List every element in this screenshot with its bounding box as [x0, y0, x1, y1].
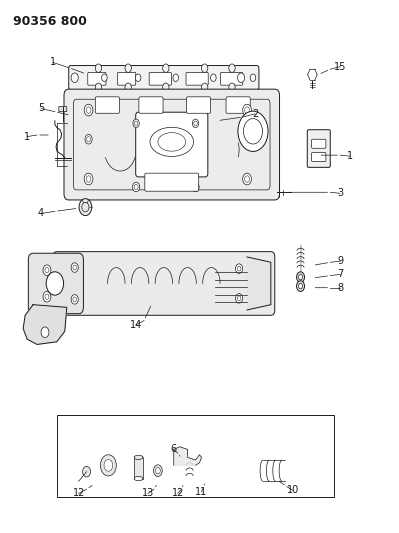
Circle shape	[201, 64, 208, 72]
Circle shape	[84, 104, 93, 116]
FancyBboxPatch shape	[139, 97, 163, 114]
Text: 12: 12	[73, 488, 85, 498]
Circle shape	[101, 455, 116, 476]
Text: 2: 2	[252, 109, 258, 119]
FancyBboxPatch shape	[145, 173, 199, 191]
Circle shape	[238, 111, 268, 151]
Circle shape	[237, 73, 245, 83]
Circle shape	[163, 64, 169, 72]
FancyBboxPatch shape	[64, 89, 280, 200]
Circle shape	[243, 104, 251, 116]
Circle shape	[102, 74, 107, 82]
FancyBboxPatch shape	[53, 252, 275, 316]
FancyBboxPatch shape	[186, 72, 208, 85]
FancyBboxPatch shape	[221, 72, 243, 85]
Text: 8: 8	[337, 282, 343, 293]
FancyBboxPatch shape	[69, 66, 259, 90]
Circle shape	[229, 83, 235, 92]
Circle shape	[250, 74, 256, 82]
FancyBboxPatch shape	[117, 72, 136, 85]
Circle shape	[235, 264, 243, 273]
Circle shape	[229, 64, 235, 72]
Circle shape	[83, 466, 91, 477]
Circle shape	[79, 199, 92, 216]
Circle shape	[71, 263, 78, 272]
Circle shape	[95, 83, 102, 92]
Circle shape	[133, 119, 139, 127]
Text: 7: 7	[337, 270, 343, 279]
Circle shape	[192, 182, 199, 192]
Text: 10: 10	[286, 485, 299, 495]
Text: 15: 15	[334, 62, 346, 71]
Ellipse shape	[134, 477, 143, 481]
Circle shape	[296, 281, 304, 292]
Polygon shape	[174, 447, 201, 465]
Circle shape	[298, 274, 302, 280]
Text: 11: 11	[196, 487, 207, 497]
FancyBboxPatch shape	[149, 72, 171, 85]
Text: 14: 14	[130, 320, 142, 330]
Text: 90356 800: 90356 800	[13, 14, 87, 28]
Text: 1: 1	[347, 151, 353, 161]
Text: 6: 6	[171, 445, 177, 455]
FancyBboxPatch shape	[88, 72, 106, 85]
Circle shape	[95, 64, 102, 72]
Circle shape	[71, 295, 78, 304]
Polygon shape	[23, 305, 67, 344]
Text: 3: 3	[337, 188, 343, 198]
Circle shape	[125, 64, 131, 72]
Circle shape	[201, 83, 208, 92]
Circle shape	[211, 74, 216, 82]
Circle shape	[84, 173, 93, 185]
Circle shape	[125, 83, 131, 92]
Text: 5: 5	[38, 103, 44, 114]
Circle shape	[156, 467, 160, 474]
Text: 4: 4	[38, 208, 44, 219]
Circle shape	[85, 134, 92, 144]
Ellipse shape	[134, 455, 143, 459]
Circle shape	[135, 74, 141, 82]
FancyBboxPatch shape	[312, 152, 326, 161]
Circle shape	[243, 173, 251, 185]
Text: 12: 12	[172, 488, 184, 498]
Text: 1: 1	[50, 58, 56, 67]
FancyBboxPatch shape	[226, 97, 250, 114]
Bar	[57, 415, 334, 497]
FancyBboxPatch shape	[186, 97, 211, 114]
Bar	[134, 457, 143, 479]
Circle shape	[46, 272, 63, 295]
Circle shape	[243, 134, 251, 144]
Polygon shape	[247, 257, 271, 310]
Circle shape	[41, 327, 49, 337]
Circle shape	[163, 83, 169, 92]
Text: 1: 1	[24, 132, 30, 142]
Circle shape	[192, 119, 199, 127]
FancyBboxPatch shape	[136, 112, 208, 177]
Circle shape	[43, 265, 51, 276]
FancyBboxPatch shape	[28, 253, 83, 314]
Circle shape	[235, 294, 243, 303]
FancyBboxPatch shape	[59, 107, 67, 112]
FancyBboxPatch shape	[312, 139, 326, 148]
Text: 9: 9	[337, 256, 343, 266]
Circle shape	[296, 272, 304, 282]
Circle shape	[154, 465, 162, 477]
Circle shape	[173, 74, 178, 82]
Circle shape	[298, 284, 302, 289]
Circle shape	[43, 292, 51, 302]
FancyBboxPatch shape	[95, 97, 119, 114]
Circle shape	[132, 182, 140, 192]
FancyBboxPatch shape	[307, 130, 330, 167]
Circle shape	[104, 459, 113, 471]
Circle shape	[71, 73, 78, 83]
Text: 13: 13	[142, 488, 154, 498]
